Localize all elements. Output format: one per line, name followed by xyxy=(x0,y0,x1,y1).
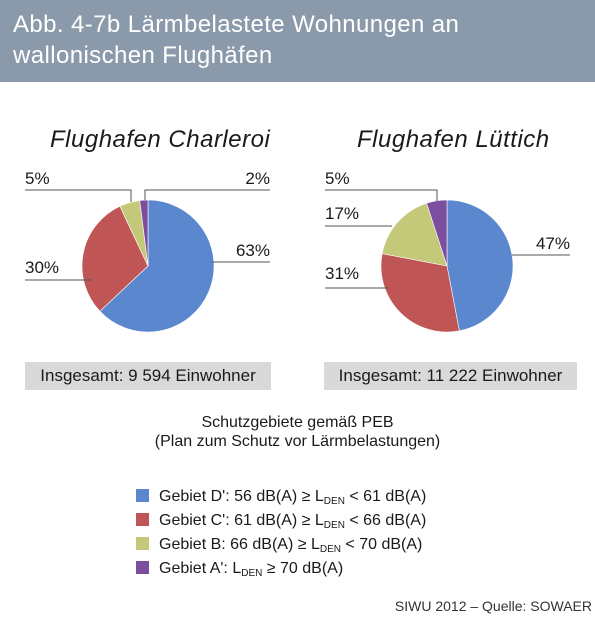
legend-swatch xyxy=(136,537,149,550)
legend-item-1: Gebiet C': 61 dB(A) ≥ LDEN < 66 dB(A) xyxy=(136,511,426,536)
pie-label-0-2: 5% xyxy=(25,169,50,188)
pie-slice-1-1 xyxy=(380,253,460,333)
leader-line-1-3 xyxy=(325,189,438,201)
legend-label: Gebiet D': 56 dB(A) ≥ L xyxy=(159,488,324,505)
pie-label-1-0: 47% xyxy=(536,234,570,253)
total-luettich: Insgesamt: 11 222 Einwohner xyxy=(324,362,577,390)
legend-swatch xyxy=(136,513,149,526)
legend-range: < 70 dB(A) xyxy=(340,536,423,553)
legend-title: Schutzgebiete gemäß PEB xyxy=(201,414,394,431)
figure-title-line2: wallonischen Flughäfen xyxy=(13,42,273,69)
source-note: SIWU 2012 – Quelle: SOWAER xyxy=(394,598,592,614)
legend-subscript: DEN xyxy=(319,544,341,555)
pie-label-0-1: 30% xyxy=(25,258,59,277)
pie-label-1-1: 31% xyxy=(325,264,359,283)
leader-line-0-3 xyxy=(144,189,270,200)
pie-slice-0-3 xyxy=(139,199,149,267)
legend-subscript: DEN xyxy=(323,496,345,507)
legend-subscript: DEN xyxy=(323,520,345,531)
leader-line-0-2 xyxy=(25,189,132,202)
legend-label: Gebiet B: 66 dB(A) ≥ L xyxy=(159,536,320,553)
figure-title-line1: Abb. 4-7b Lärmbelastete Wohnungen an xyxy=(13,11,460,38)
legend-subscript: DEN xyxy=(241,568,263,579)
chart-title-luettich: Flughafen Lüttich xyxy=(357,126,550,153)
legend-range: < 66 dB(A) xyxy=(344,512,427,529)
legend-item-2: Gebiet B: 66 dB(A) ≥ LDEN < 70 dB(A) xyxy=(136,535,422,560)
pie-label-0-0: 63% xyxy=(236,241,270,260)
legend-label: Gebiet C': 61 dB(A) ≥ L xyxy=(159,512,324,529)
legend-label: Gebiet A': L xyxy=(159,560,242,577)
legend-item-0: Gebiet D': 56 dB(A) ≥ LDEN < 61 dB(A) xyxy=(136,487,426,512)
pie-slice-1-2 xyxy=(381,202,448,267)
pie-label-1-3: 5% xyxy=(325,169,350,188)
legend-subtitle: (Plan zum Schutz vor Lärmbelastungen) xyxy=(154,433,441,450)
pie-label-1-2: 17% xyxy=(325,204,359,223)
legend-range: < 61 dB(A) xyxy=(344,488,427,505)
total-charleroi: Insgesamt: 9 594 Einwohner xyxy=(25,362,271,390)
pie-slice-1-0 xyxy=(446,199,514,332)
pie-slice-0-0 xyxy=(99,199,215,333)
chart-title-charleroi: Flughafen Charleroi xyxy=(50,126,271,153)
pie-label-0-3: 2% xyxy=(245,169,270,188)
legend-swatch xyxy=(136,561,149,574)
pie-slice-0-1 xyxy=(81,205,149,312)
figure-title: Abb. 4-7b Lärmbelastete Wohnungen an wal… xyxy=(0,0,595,82)
legend-range: ≥ 70 dB(A) xyxy=(262,560,344,577)
legend-swatch xyxy=(136,489,149,502)
legend-item-3: Gebiet A': LDEN ≥ 70 dB(A) xyxy=(136,559,343,584)
